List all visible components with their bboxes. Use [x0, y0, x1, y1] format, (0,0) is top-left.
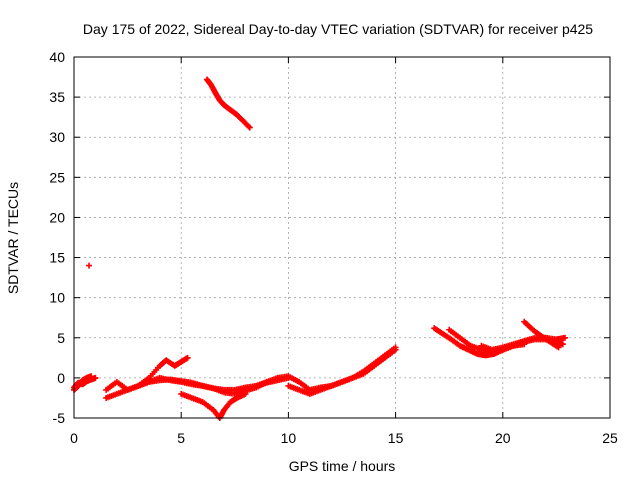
x-tick-label: 15 [388, 430, 404, 446]
x-tick-label: 10 [281, 430, 297, 446]
series-sat-e [103, 354, 191, 393]
x-axis-label: GPS time / hours [289, 458, 396, 474]
data-point [555, 344, 562, 351]
x-tick-label: 20 [495, 430, 511, 446]
data-point [86, 262, 93, 269]
series-sat-j [285, 346, 399, 397]
series-sat-c [86, 262, 93, 269]
y-tick-label: 20 [49, 209, 65, 225]
y-tick-label: 0 [57, 370, 65, 386]
data-point [561, 334, 568, 341]
y-tick-label: 30 [49, 129, 65, 145]
x-tick-label: 5 [177, 430, 185, 446]
series-sat-h [203, 76, 253, 131]
series-sat-b [71, 374, 99, 391]
y-tick-label: 5 [57, 330, 65, 346]
series-sat-o [478, 334, 568, 353]
data-point [245, 123, 252, 130]
grid [74, 57, 610, 418]
series-sat-g [178, 390, 249, 421]
data-point [92, 374, 99, 381]
plot-frame [73, 56, 611, 419]
chart-title: Day 175 of 2022, Sidereal Day-to-day VTE… [83, 21, 593, 37]
y-tick-label: 15 [49, 250, 65, 266]
data-point [559, 341, 566, 348]
y-axis-label: SDTVAR / TECUs [5, 182, 21, 294]
x-tick-label: 0 [70, 430, 78, 446]
data-point [246, 124, 253, 131]
y-tick-label: 10 [49, 290, 65, 306]
data-point [242, 390, 249, 397]
y-tick-label: 25 [49, 169, 65, 185]
data-point [392, 346, 399, 353]
data-points [71, 76, 568, 421]
y-tick-label: 40 [49, 49, 65, 65]
y-tick-label: -5 [53, 410, 66, 426]
x-tick-label: 25 [602, 430, 618, 446]
data-point [184, 354, 191, 361]
series-sat-n [521, 318, 562, 351]
y-tick-label: 35 [49, 89, 65, 105]
